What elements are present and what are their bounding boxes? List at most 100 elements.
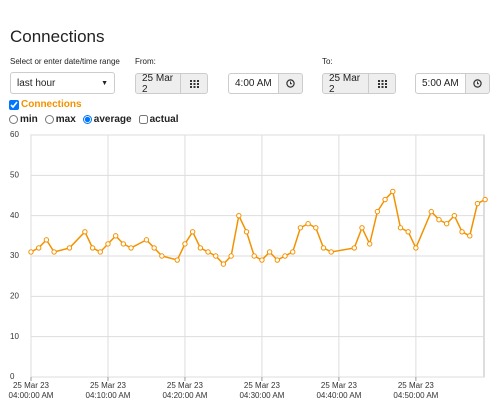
x-tick-label: 04:00:00 AM (9, 391, 54, 400)
data-point (266, 249, 273, 255)
calendar-icon (377, 79, 387, 88)
data-point (236, 212, 242, 219)
x-tick-label: 25 Mar 23 (244, 381, 281, 390)
clock-icon (286, 79, 295, 88)
clock-button[interactable] (465, 73, 490, 94)
data-point (243, 229, 250, 235)
calendar-button[interactable] (368, 73, 396, 94)
y-tick-label: 50 (10, 170, 19, 179)
actual-option[interactable]: actual (138, 114, 179, 125)
x-tick-label: 25 Mar 23 (13, 381, 50, 390)
mode-option[interactable]: average (82, 114, 132, 125)
data-point (305, 221, 311, 227)
actual-label: actual (149, 114, 179, 125)
calendar-icon (189, 79, 199, 88)
data-point (228, 253, 234, 259)
data-point (297, 225, 304, 231)
data-point (482, 196, 488, 203)
mode-label: min (20, 114, 38, 125)
x-tick-label: 04:30:00 AM (239, 391, 284, 400)
x-tick-label: 04:40:00 AM (316, 391, 361, 400)
data-point (359, 225, 365, 231)
data-point (43, 237, 50, 243)
from-date[interactable]: 25 Mar 2 (135, 73, 181, 95)
actual-checkbox[interactable] (138, 115, 148, 124)
mode-radio[interactable] (44, 115, 54, 124)
data-point (213, 253, 219, 259)
data-point (428, 208, 434, 215)
calendar-button[interactable] (180, 73, 208, 94)
data-point (374, 208, 381, 215)
data-point (143, 237, 150, 243)
data-point (366, 241, 373, 247)
data-point (459, 229, 465, 235)
page-title: Connections (10, 27, 105, 46)
x-tick-label: 25 Mar 23 (90, 381, 127, 390)
x-tick-label: 25 Mar 23 (321, 381, 358, 390)
data-point (382, 196, 388, 203)
data-point (282, 253, 288, 259)
x-tick-label: 25 Mar 23 (398, 381, 435, 390)
caret: ▼ (101, 79, 108, 87)
data-point (259, 257, 265, 263)
from-label: From: (135, 57, 156, 66)
data-point (182, 241, 188, 247)
x-tick-label: 04:20:00 AM (162, 391, 207, 400)
clock-button[interactable] (278, 73, 303, 94)
data-point (112, 233, 119, 239)
mode-option[interactable]: max (44, 114, 76, 125)
x-tick-label: 04:50:00 AM (393, 391, 438, 400)
data-point (120, 241, 127, 247)
mode-option[interactable]: min (9, 114, 38, 125)
data-point (313, 225, 319, 231)
range-value: last hour (17, 77, 56, 89)
series-toggle[interactable]: Connections (9, 99, 82, 110)
to-date[interactable]: 25 Mar 2 (322, 73, 369, 95)
mode-options: min max average actual (9, 114, 179, 125)
mode-radio[interactable] (82, 115, 92, 124)
range-label: Select or enter date/time range (10, 57, 120, 66)
mode-label: average (93, 114, 132, 125)
data-point (97, 249, 103, 255)
data-point (320, 245, 327, 251)
data-point (274, 257, 281, 263)
data-point (159, 253, 165, 259)
range-select[interactable]: last hour ▼ (10, 72, 115, 94)
data-point (51, 249, 57, 255)
data-point (351, 245, 357, 251)
data-point (413, 245, 419, 251)
data-point (82, 229, 88, 235)
data-point (220, 261, 227, 267)
from-time[interactable]: 4:00 AM (228, 73, 279, 94)
data-point (474, 200, 481, 207)
data-point (205, 249, 211, 255)
mode-radio[interactable] (9, 115, 18, 124)
data-point (328, 249, 334, 255)
mode-label: max (55, 114, 76, 125)
x-tick-label: 25 Mar 23 (167, 381, 204, 390)
data-point (28, 249, 34, 255)
data-point (105, 241, 111, 247)
data-point (436, 217, 442, 223)
to-time[interactable]: 5:00 AM (415, 73, 466, 94)
data-point (189, 229, 196, 235)
data-point (35, 245, 42, 251)
data-point (405, 229, 411, 235)
y-tick-label: 0 (10, 372, 15, 381)
data-point (151, 245, 157, 251)
y-tick-label: 60 (10, 130, 19, 139)
x-tick-label: 04:10:00 AM (86, 391, 131, 400)
y-tick-label: 10 (10, 332, 19, 341)
y-tick-label: 30 (10, 251, 19, 260)
data-point (128, 245, 134, 251)
data-point (443, 221, 450, 227)
to-label: To: (322, 57, 333, 66)
data-point (390, 188, 396, 195)
data-point (197, 245, 204, 251)
y-tick-label: 20 (10, 291, 19, 300)
data-point (89, 245, 96, 251)
data-point (174, 257, 180, 263)
series-checkbox[interactable] (9, 99, 19, 110)
